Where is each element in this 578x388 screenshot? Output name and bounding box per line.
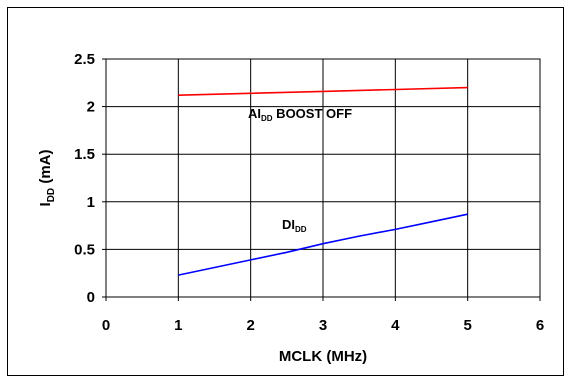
didd-label-main: DI <box>282 217 295 232</box>
x-tick-label: 1 <box>174 317 182 334</box>
didd-label-sub: DD <box>295 225 307 234</box>
aidd-label-sub: DD <box>261 114 273 123</box>
y-tick-label: 2 <box>87 99 95 116</box>
series-line-didd <box>178 213 468 276</box>
y-axis-label-sub: DD <box>46 188 57 202</box>
ticks: 0 1 2 3 4 5 6 0 0.5 1 1.5 2 2.5 <box>74 51 544 334</box>
x-tick-label: 5 <box>463 317 471 334</box>
y-tick-label: 2.5 <box>74 51 95 68</box>
series-line-aidd <box>178 86 468 96</box>
y-tick-label: 0 <box>87 289 95 306</box>
x-tick-label: 6 <box>536 317 544 334</box>
x-tick-label: 4 <box>391 317 400 334</box>
y-axis-label: IDD (mA) <box>37 150 57 207</box>
x-tick-label: 2 <box>246 317 254 334</box>
x-tick-label: 3 <box>319 317 327 334</box>
series-label-didd: DIDD <box>282 217 307 234</box>
aidd-label-suffix: BOOST OFF <box>273 106 353 121</box>
y-tick-label: 1.5 <box>74 146 95 163</box>
x-tick-label: 0 <box>102 317 110 334</box>
x-axis-label: MCLK (MHz) <box>279 348 367 365</box>
series <box>178 86 468 276</box>
aidd-label-main: AI <box>248 106 261 121</box>
chart-frame <box>7 7 564 376</box>
y-tick-label: 1 <box>87 194 95 211</box>
y-axis-label-suffix: (mA) <box>37 150 54 188</box>
y-axis-label-main: I <box>37 202 54 206</box>
series-label-aidd: AIDD BOOST OFF <box>248 106 352 123</box>
y-tick-label: 0.5 <box>74 241 95 258</box>
